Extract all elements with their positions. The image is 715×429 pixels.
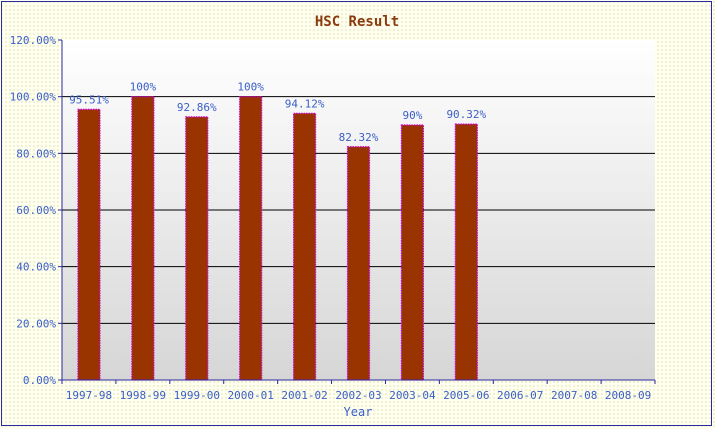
x-axis: 1997-98 1998-99 1999-00 2000-01 2001-02 2002-… <box>61 379 656 402</box>
x-tick-label: 2007-08 <box>551 389 597 402</box>
chart-title: HSC Result <box>315 14 399 30</box>
bar <box>131 96 155 381</box>
y-tick-label: 80.00% <box>16 147 56 160</box>
data-label: 92.86% <box>177 101 217 114</box>
x-axis-label: Year <box>344 405 373 419</box>
y-tick-label: 0.00% <box>23 374 56 387</box>
bar <box>239 96 263 381</box>
x-tick-label: 2005-06 <box>443 389 489 402</box>
y-tick-label: 100.00% <box>10 91 57 104</box>
x-tick-label: 2006-07 <box>497 389 543 402</box>
data-label: 82.32% <box>339 131 379 144</box>
x-tick-label: 1998-99 <box>120 389 166 402</box>
data-label: 95.51% <box>69 93 109 106</box>
bar <box>185 116 209 381</box>
y-tick-label: 120.00% <box>10 34 57 47</box>
x-tick-label: 2008-09 <box>605 389 651 402</box>
x-tick-label: 1999-00 <box>174 389 220 402</box>
bar <box>346 146 371 381</box>
y-tick-label: 20.00% <box>16 317 56 330</box>
data-label: 94.12% <box>285 97 325 110</box>
x-tick-label: 2001-02 <box>281 389 327 402</box>
x-tick-label: 2003-04 <box>389 389 436 402</box>
x-tick-label: 2000-01 <box>228 389 274 402</box>
bar <box>77 108 101 381</box>
data-labels: 95.51% 100% 92.86% 100% 94.12% 82.32% 90% 90.32… <box>69 81 486 144</box>
data-label: 90% <box>402 109 422 122</box>
data-label: 100% <box>130 81 157 94</box>
x-tick-label: 1997-98 <box>66 389 112 402</box>
y-tick-label: 40.00% <box>16 261 56 274</box>
bar <box>292 112 317 381</box>
bars <box>77 96 478 381</box>
data-label: 100% <box>237 81 264 94</box>
bar <box>400 124 425 381</box>
y-tick-label: 60.00% <box>16 204 56 217</box>
data-label: 90.32% <box>446 108 486 121</box>
y-axis: 0.00% 20.00% 40.00% 60.00% 80.00% 100.00% 120.… <box>10 34 63 387</box>
x-tick-label: 2002-03 <box>335 389 381 402</box>
bar <box>454 123 478 381</box>
